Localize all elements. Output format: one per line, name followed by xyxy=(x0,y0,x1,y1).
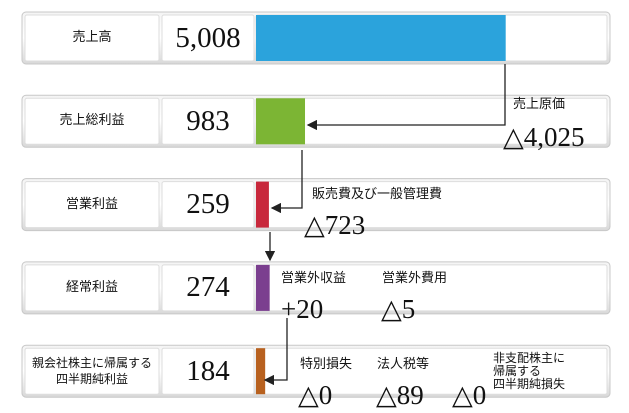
connector xyxy=(270,150,303,214)
annotation-value: △89 xyxy=(376,380,424,410)
label-box xyxy=(24,97,160,145)
number-box xyxy=(161,181,255,229)
annotation-value: △5 xyxy=(381,294,416,324)
number-box xyxy=(161,347,255,395)
category-label: 経常利益 xyxy=(65,279,118,295)
bar xyxy=(256,15,506,61)
value-label: 259 xyxy=(186,188,230,221)
annotation-name: 営業外収益 xyxy=(281,271,347,286)
value-label: 184 xyxy=(186,354,230,387)
value-label: 5,008 xyxy=(175,21,241,54)
value-label: 983 xyxy=(186,104,230,137)
label-box xyxy=(24,347,160,395)
connector xyxy=(306,64,506,131)
number-box xyxy=(161,264,255,312)
label-box xyxy=(24,264,160,312)
number-box xyxy=(161,14,255,62)
annotation-name: 販売費及び一般管理費 xyxy=(312,187,443,202)
bar xyxy=(256,98,306,145)
annotation-name: 非支配株主に 帰属する 四半期純損失 xyxy=(493,351,566,391)
label-box xyxy=(24,181,160,229)
label-box xyxy=(24,14,160,62)
annotation-name: 営業外費用 xyxy=(382,271,448,286)
bar xyxy=(256,348,266,395)
annotation-name: 特別損失 xyxy=(300,357,353,372)
number-box xyxy=(161,97,255,145)
connector xyxy=(263,318,288,386)
category-label: 親会社株主に帰属する 四半期純利益 xyxy=(31,356,152,387)
annotation-value: △0 xyxy=(298,380,333,410)
category-label: 売上総利益 xyxy=(59,113,125,129)
annotation-name: 売上原価 xyxy=(513,97,566,112)
value-label: 274 xyxy=(186,271,230,304)
category-label: 売上高 xyxy=(72,30,112,45)
annotation-value: +20 xyxy=(281,294,324,324)
annotation-value: △0 xyxy=(452,380,487,410)
category-label: 営業利益 xyxy=(65,196,118,212)
annotation-value: △723 xyxy=(304,210,366,240)
bar xyxy=(256,181,269,228)
connectors xyxy=(263,64,506,386)
annotation-value: △4,025 xyxy=(503,122,585,152)
bar xyxy=(256,264,270,311)
annotation-name: 法人税等 xyxy=(377,357,430,372)
